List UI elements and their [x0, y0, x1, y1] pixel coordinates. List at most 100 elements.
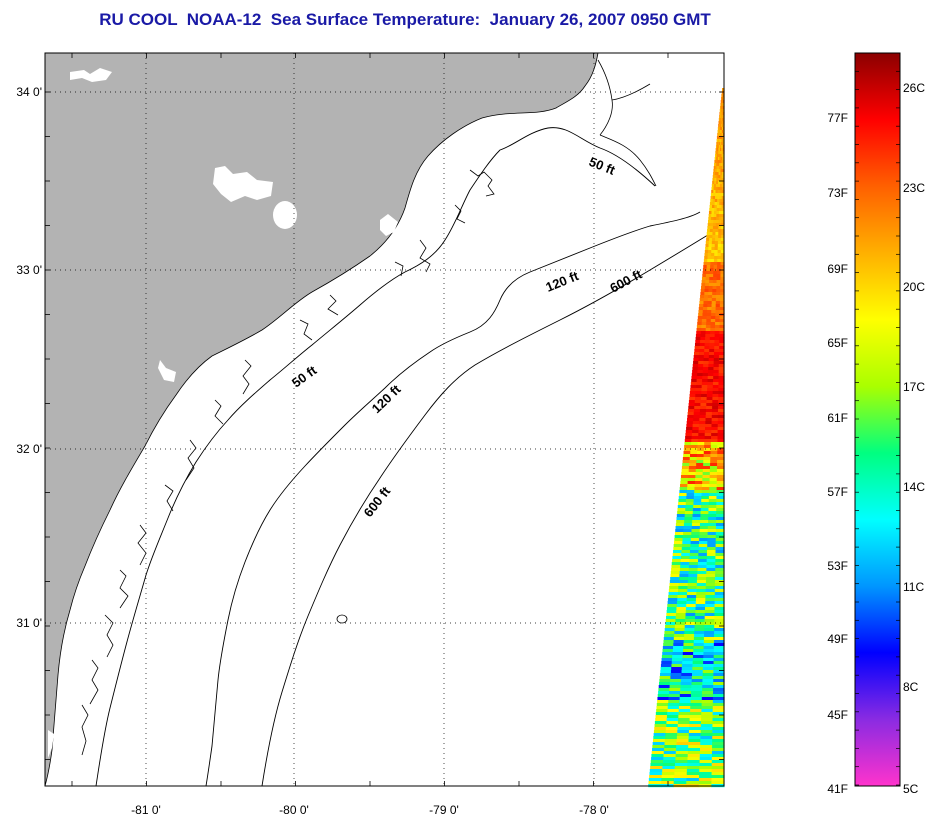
sst-pixel: [696, 463, 704, 467]
seamount-contour: [336, 614, 348, 624]
colorbar-f-77: 77F: [827, 111, 848, 125]
colorbar-c-11: 11C: [903, 580, 924, 594]
sst-pixel: [711, 208, 715, 212]
sst-pixel: [687, 766, 700, 770]
sst-pixel: [719, 298, 725, 302]
sst-pixel: [714, 337, 720, 341]
sst-pixel: [711, 247, 716, 251]
sst-pixel: [649, 769, 663, 773]
sst-pixel: [710, 457, 718, 461]
sst-pixel: [720, 280, 725, 284]
sst-pixel: [674, 625, 686, 629]
sst-pixel: [681, 667, 693, 671]
sst-pixel: [706, 319, 712, 323]
sst-pixel: [699, 538, 709, 542]
sst-pixel: [715, 304, 721, 308]
sst-pixel: [713, 262, 718, 266]
sst-pixel: [678, 580, 689, 584]
sst-pixel: [718, 406, 725, 410]
sst-pixel: [674, 628, 686, 632]
sst-pixel: [661, 778, 675, 782]
sst-pixel: [708, 364, 715, 368]
sst-pixel: [665, 730, 678, 734]
sst-pixel: [703, 265, 708, 269]
sst-pixel: [707, 301, 713, 305]
sst-pixel: [683, 529, 693, 533]
sst-pixel: [718, 124, 720, 128]
sst-pixel: [699, 532, 709, 536]
sst-pixel: [691, 529, 701, 533]
colorbar-f-49: 49F: [827, 632, 848, 646]
sst-pixel: [709, 478, 718, 482]
sst-pixel: [718, 361, 725, 365]
sst-pixel: [701, 328, 707, 332]
sst-pixel: [707, 535, 717, 539]
sst-pixel: [708, 496, 718, 500]
sst-pixel: [700, 520, 709, 524]
sst-pixel: [667, 709, 680, 713]
sst-pixel: [720, 112, 722, 116]
sst-pixel: [718, 388, 725, 392]
sst-pixel: [702, 670, 714, 674]
sst-pixel: [702, 268, 708, 272]
sst-pixel: [674, 538, 684, 542]
sst-pixel: [694, 481, 703, 485]
sst-pixel: [701, 385, 708, 389]
sst-pixel: [688, 469, 697, 473]
sst-pixel: [721, 106, 723, 110]
sst-pixel: [670, 670, 683, 674]
sst-pixel: [684, 622, 696, 626]
sst-pixel: [717, 190, 721, 194]
sst-pixel: [704, 607, 716, 611]
sst-pixel: [713, 664, 725, 668]
sst-pixel: [717, 430, 725, 434]
sst-pixel: [704, 445, 712, 449]
sst-pixel: [718, 376, 725, 380]
sst-pixel: [688, 574, 698, 578]
sst-pixel: [668, 592, 679, 596]
sst-pixel: [702, 316, 708, 320]
sst-pixel: [713, 193, 716, 197]
sst-pixel: [703, 463, 711, 467]
sst-pixel: [689, 391, 697, 395]
sst-pixel: [701, 709, 714, 713]
sst-pixel: [714, 616, 725, 620]
sst-pixel: [664, 634, 675, 638]
sst-pixel: [702, 478, 711, 482]
sst-pixel: [714, 208, 718, 212]
sst-pixel: [665, 736, 678, 740]
sst-pixel: [704, 436, 712, 440]
sst-pixel: [711, 769, 725, 773]
sst-pixel: [705, 589, 716, 593]
sst-pixel: [680, 685, 692, 689]
sst-pixel: [707, 253, 712, 257]
sst-pixel: [674, 769, 688, 773]
sst-pixel: [718, 235, 722, 239]
sst-pixel: [716, 271, 722, 275]
sst-pixel: [711, 781, 725, 785]
sst-pixel: [712, 289, 717, 293]
sst-pixel: [700, 721, 714, 725]
sst-pixel: [710, 217, 715, 221]
sst-pixel: [714, 253, 719, 257]
sst-pixel: [690, 709, 702, 713]
colorbar-c-17: 17C: [903, 380, 925, 394]
sst-pixel: [701, 706, 714, 710]
sst-pixel: [666, 718, 679, 722]
sst-pixel: [716, 175, 719, 179]
sst-pixel: [713, 214, 717, 218]
chart-title: RU COOL NOAA-12 Sea Surface Temperature:…: [99, 10, 711, 29]
sst-pixel: [702, 313, 708, 317]
sst-pixel: [680, 484, 688, 488]
sst-pixel: [687, 592, 697, 596]
sst-pixel: [689, 715, 702, 719]
sst-pixel: [705, 244, 710, 248]
sst-pixel: [698, 430, 706, 434]
sst-pixel: [692, 670, 704, 674]
sst-pixel: [716, 484, 725, 488]
sst-pixel: [678, 499, 687, 503]
sst-pixel: [718, 220, 722, 224]
sst-pixel: [683, 532, 692, 536]
sst-pixel: [706, 310, 712, 314]
sst-pixel: [663, 643, 674, 647]
